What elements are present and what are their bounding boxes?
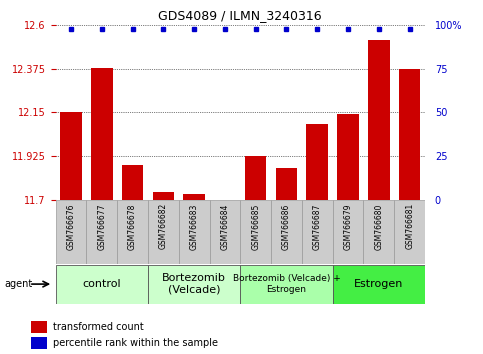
Bar [240,200,271,264]
Bar [31,337,47,349]
Bar [399,69,420,200]
Bar [122,165,143,200]
Text: agent: agent [5,279,33,289]
Bar [333,264,425,304]
Text: GSM766680: GSM766680 [374,203,384,250]
Bar [210,200,240,264]
Bar [184,194,205,200]
Bar [86,200,117,264]
Text: Bortezomib (Velcade) +
Estrogen: Bortezomib (Velcade) + Estrogen [233,274,341,294]
Bar [333,200,364,264]
Bar [56,200,86,264]
Text: GSM766687: GSM766687 [313,203,322,250]
Text: GSM766683: GSM766683 [190,203,199,250]
Bar [60,112,82,200]
Bar [271,200,302,264]
Bar [241,264,333,304]
Bar [307,124,328,200]
Text: GSM766681: GSM766681 [405,203,414,250]
Bar [148,264,241,304]
Bar [364,200,394,264]
Text: GSM766679: GSM766679 [343,203,353,250]
Bar [394,200,425,264]
Bar [368,40,390,200]
Bar [91,68,113,200]
Text: GSM766677: GSM766677 [97,203,106,250]
Bar [245,156,267,200]
Bar [179,200,210,264]
Bar [153,192,174,200]
Text: Bortezomib
(Velcade): Bortezomib (Velcade) [162,273,226,295]
Text: control: control [83,279,121,289]
Bar [31,321,47,333]
Text: transformed count: transformed count [53,322,144,332]
Text: GSM766685: GSM766685 [251,203,260,250]
Bar [337,114,359,200]
Bar [117,200,148,264]
Text: percentile rank within the sample: percentile rank within the sample [53,338,218,348]
Title: GDS4089 / ILMN_3240316: GDS4089 / ILMN_3240316 [158,9,322,22]
Bar [214,200,236,203]
Text: GSM766676: GSM766676 [67,203,75,250]
Text: GSM766682: GSM766682 [159,203,168,250]
Text: GSM766678: GSM766678 [128,203,137,250]
Text: GSM766684: GSM766684 [220,203,229,250]
Bar [148,200,179,264]
Bar [276,168,297,200]
Bar [56,264,148,304]
Text: Estrogen: Estrogen [354,279,403,289]
Bar [302,200,333,264]
Text: GSM766686: GSM766686 [282,203,291,250]
